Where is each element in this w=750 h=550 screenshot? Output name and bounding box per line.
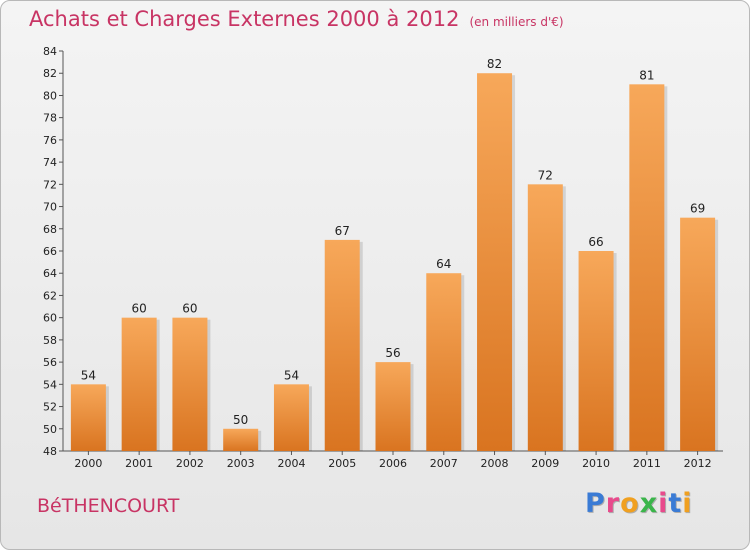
- proxiti-logo: Proxiti: [585, 488, 693, 519]
- value-label: 82: [487, 57, 502, 71]
- chart-title: Achats et Charges Externes 2000 à 2012 (e…: [29, 7, 564, 31]
- y-tick-label: 72: [43, 178, 57, 191]
- bar: [629, 84, 665, 451]
- y-tick-label: 60: [43, 312, 57, 325]
- bar: [375, 362, 411, 451]
- value-label: 64: [436, 257, 451, 271]
- x-tick-label: 2001: [125, 457, 153, 470]
- bar: [426, 273, 462, 451]
- value-label: 60: [132, 302, 147, 316]
- y-tick-label: 48: [43, 445, 57, 458]
- x-tick-label: 2010: [582, 457, 610, 470]
- chart-subtitle: (en milliers d'€): [469, 15, 564, 29]
- value-label: 50: [233, 413, 248, 427]
- logo-letter: i: [682, 488, 693, 519]
- y-tick-label: 50: [43, 423, 57, 436]
- value-label: 54: [81, 368, 96, 382]
- value-label: 69: [690, 202, 705, 216]
- x-tick-label: 2004: [277, 457, 305, 470]
- logo-letter: r: [605, 488, 621, 519]
- x-tick-label: 2003: [227, 457, 255, 470]
- x-tick-label: 2011: [633, 457, 661, 470]
- y-tick-label: 64: [43, 267, 57, 280]
- y-tick-label: 62: [43, 289, 57, 302]
- y-tick-label: 74: [43, 156, 57, 169]
- logo-letter: x: [639, 488, 659, 519]
- x-tick-label: 2008: [481, 457, 509, 470]
- x-tick-label: 2005: [328, 457, 356, 470]
- x-tick-label: 2009: [531, 457, 559, 470]
- bar: [70, 384, 106, 451]
- y-tick-label: 54: [43, 378, 57, 391]
- town-name: BéTHENCOURT: [37, 495, 180, 517]
- x-tick-label: 2000: [74, 457, 102, 470]
- x-tick-label: 2006: [379, 457, 407, 470]
- value-label: 72: [538, 168, 553, 182]
- y-tick-label: 76: [43, 134, 57, 147]
- logo-letter: o: [620, 488, 640, 519]
- y-tick-label: 80: [43, 89, 57, 102]
- value-label: 66: [588, 235, 603, 249]
- bar: [527, 184, 563, 452]
- x-tick-label: 2002: [176, 457, 204, 470]
- y-tick-label: 56: [43, 356, 57, 369]
- bar: [477, 73, 513, 451]
- bar: [121, 317, 157, 451]
- x-tick-label: 2007: [430, 457, 458, 470]
- logo-letter: P: [585, 488, 606, 519]
- y-tick-label: 66: [43, 245, 57, 258]
- y-tick-label: 84: [43, 45, 57, 58]
- x-tick-label: 2012: [684, 457, 712, 470]
- y-tick-label: 52: [43, 401, 57, 414]
- bar: [172, 317, 208, 451]
- bar: [273, 384, 309, 451]
- value-label: 56: [385, 346, 400, 360]
- chart-title-text: Achats et Charges Externes 2000 à 2012: [29, 7, 460, 31]
- y-tick-label: 82: [43, 67, 57, 80]
- y-tick-label: 70: [43, 201, 57, 214]
- logo-letter: t: [668, 488, 683, 519]
- y-tick-label: 58: [43, 334, 57, 347]
- y-tick-label: 68: [43, 223, 57, 236]
- value-label: 81: [639, 68, 654, 82]
- bar: [324, 239, 360, 451]
- bar: [223, 428, 259, 451]
- value-label: 60: [182, 302, 197, 316]
- logo-letter: i: [658, 488, 669, 519]
- value-label: 67: [335, 224, 350, 238]
- value-label: 54: [284, 368, 299, 382]
- bar: [578, 251, 614, 451]
- bar: [680, 217, 716, 451]
- y-tick-label: 78: [43, 112, 57, 125]
